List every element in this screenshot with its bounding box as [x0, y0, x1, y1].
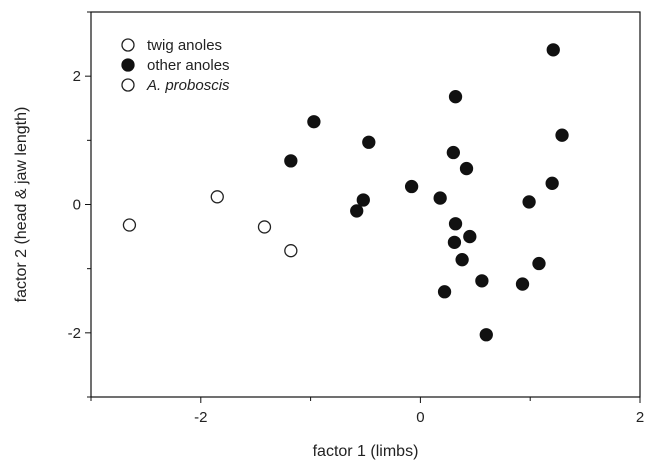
data-point-other-anoles — [459, 161, 474, 176]
data-point-twig-anoles — [210, 190, 224, 204]
x-axis-ticks: -2 0 2 — [90, 397, 644, 426]
data-point-other-anoles — [532, 256, 546, 271]
data-point-other-anoles — [433, 191, 447, 205]
data-point-other-anoles — [448, 217, 463, 231]
y-axis-label: factor 2 (head & jaw length) — [13, 107, 30, 303]
data-point-twig-anoles — [284, 244, 298, 258]
data-point-other-anoles — [545, 176, 559, 190]
legend-marker — [121, 38, 135, 52]
legend: twig anoles other anoles A. proboscis — [121, 37, 230, 94]
legend-label: twig anoles — [147, 37, 222, 54]
data-point-twig-anoles — [257, 220, 272, 234]
data-point-other-anoles — [448, 90, 463, 104]
y-axis-ticks: -2 0 2 — [68, 11, 91, 398]
data-points — [122, 43, 569, 342]
data-point-other-anoles — [546, 43, 560, 57]
data-point-other-anoles — [479, 328, 493, 342]
data-point-other-anoles — [356, 193, 370, 207]
data-point-other-anoles — [307, 115, 321, 129]
legend-label: other anoles — [147, 57, 230, 74]
data-point-other-anoles — [404, 179, 419, 194]
legend-marker — [121, 78, 135, 92]
y-tick-label: 2 — [73, 68, 81, 85]
data-point-other-anoles — [437, 285, 452, 299]
data-point-other-anoles — [447, 235, 462, 250]
data-point-other-anoles — [463, 229, 477, 244]
x-tick-label: -2 — [194, 409, 207, 426]
data-point-twig-anoles — [122, 218, 137, 232]
y-tick-label: -2 — [68, 325, 81, 342]
legend-label: A. proboscis — [146, 77, 230, 94]
data-point-other-anoles — [522, 195, 536, 209]
data-point-other-anoles — [446, 145, 460, 160]
x-tick-label: 0 — [416, 409, 424, 426]
y-tick-label: 0 — [73, 197, 81, 214]
legend-marker — [121, 58, 135, 72]
data-point-other-anoles — [350, 204, 364, 218]
data-point-other-anoles — [555, 128, 569, 142]
data-point-other-anoles — [455, 253, 469, 267]
x-tick-label: 2 — [636, 409, 644, 426]
data-point-other-anoles — [475, 274, 489, 288]
data-point-other-anoles — [515, 277, 530, 291]
data-point-other-anoles — [284, 154, 298, 168]
data-point-other-anoles — [362, 135, 376, 149]
x-axis-label: factor 1 (limbs) — [313, 443, 419, 460]
